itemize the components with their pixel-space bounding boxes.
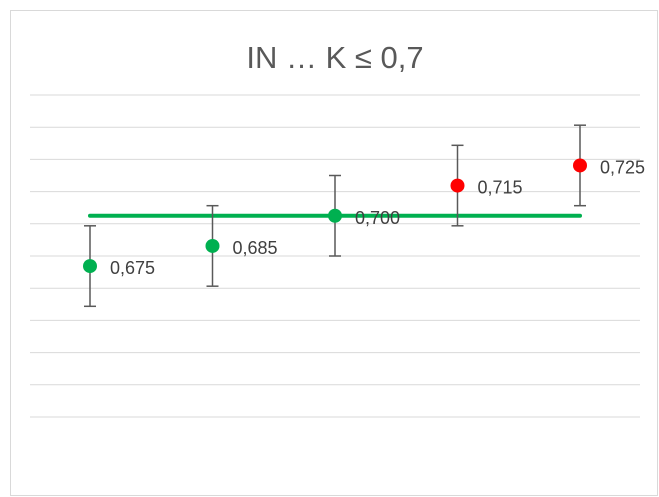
data-label: 0,685 — [233, 238, 278, 258]
data-points — [83, 158, 587, 274]
data-label: 0,675 — [110, 258, 155, 278]
chart-title: IN … K ≤ 0,7 — [246, 40, 423, 75]
data-point — [573, 158, 587, 173]
data-label: 0,715 — [478, 178, 523, 198]
data-point — [328, 208, 342, 223]
data-point — [83, 259, 97, 274]
chart-frame — [10, 10, 658, 496]
data-point — [205, 238, 220, 253]
data-label: 0,700 — [355, 208, 400, 228]
data-label: 0,725 — [600, 157, 645, 177]
data-labels: 0,675 0,685 0,700 0,715 0,725 — [110, 157, 645, 278]
data-point — [450, 178, 465, 193]
gridlines — [30, 94, 640, 418]
